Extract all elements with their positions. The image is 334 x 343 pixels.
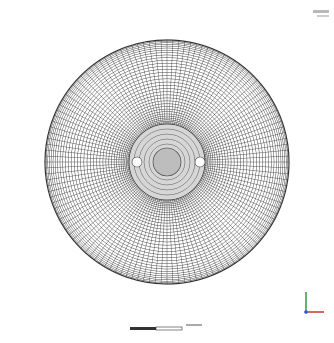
mesh-view [0,0,334,343]
scale-mark [186,324,202,326]
mesh [45,40,289,284]
hole [132,157,142,167]
hole [195,157,205,167]
scale-segment [130,327,156,330]
logo-mark [317,15,329,17]
logo-mark [313,10,329,13]
hub-core [153,148,181,176]
page: (() => { const data = JSON.parse(documen… [0,0,334,343]
triad-z [304,310,308,314]
scale-segment [156,327,182,330]
